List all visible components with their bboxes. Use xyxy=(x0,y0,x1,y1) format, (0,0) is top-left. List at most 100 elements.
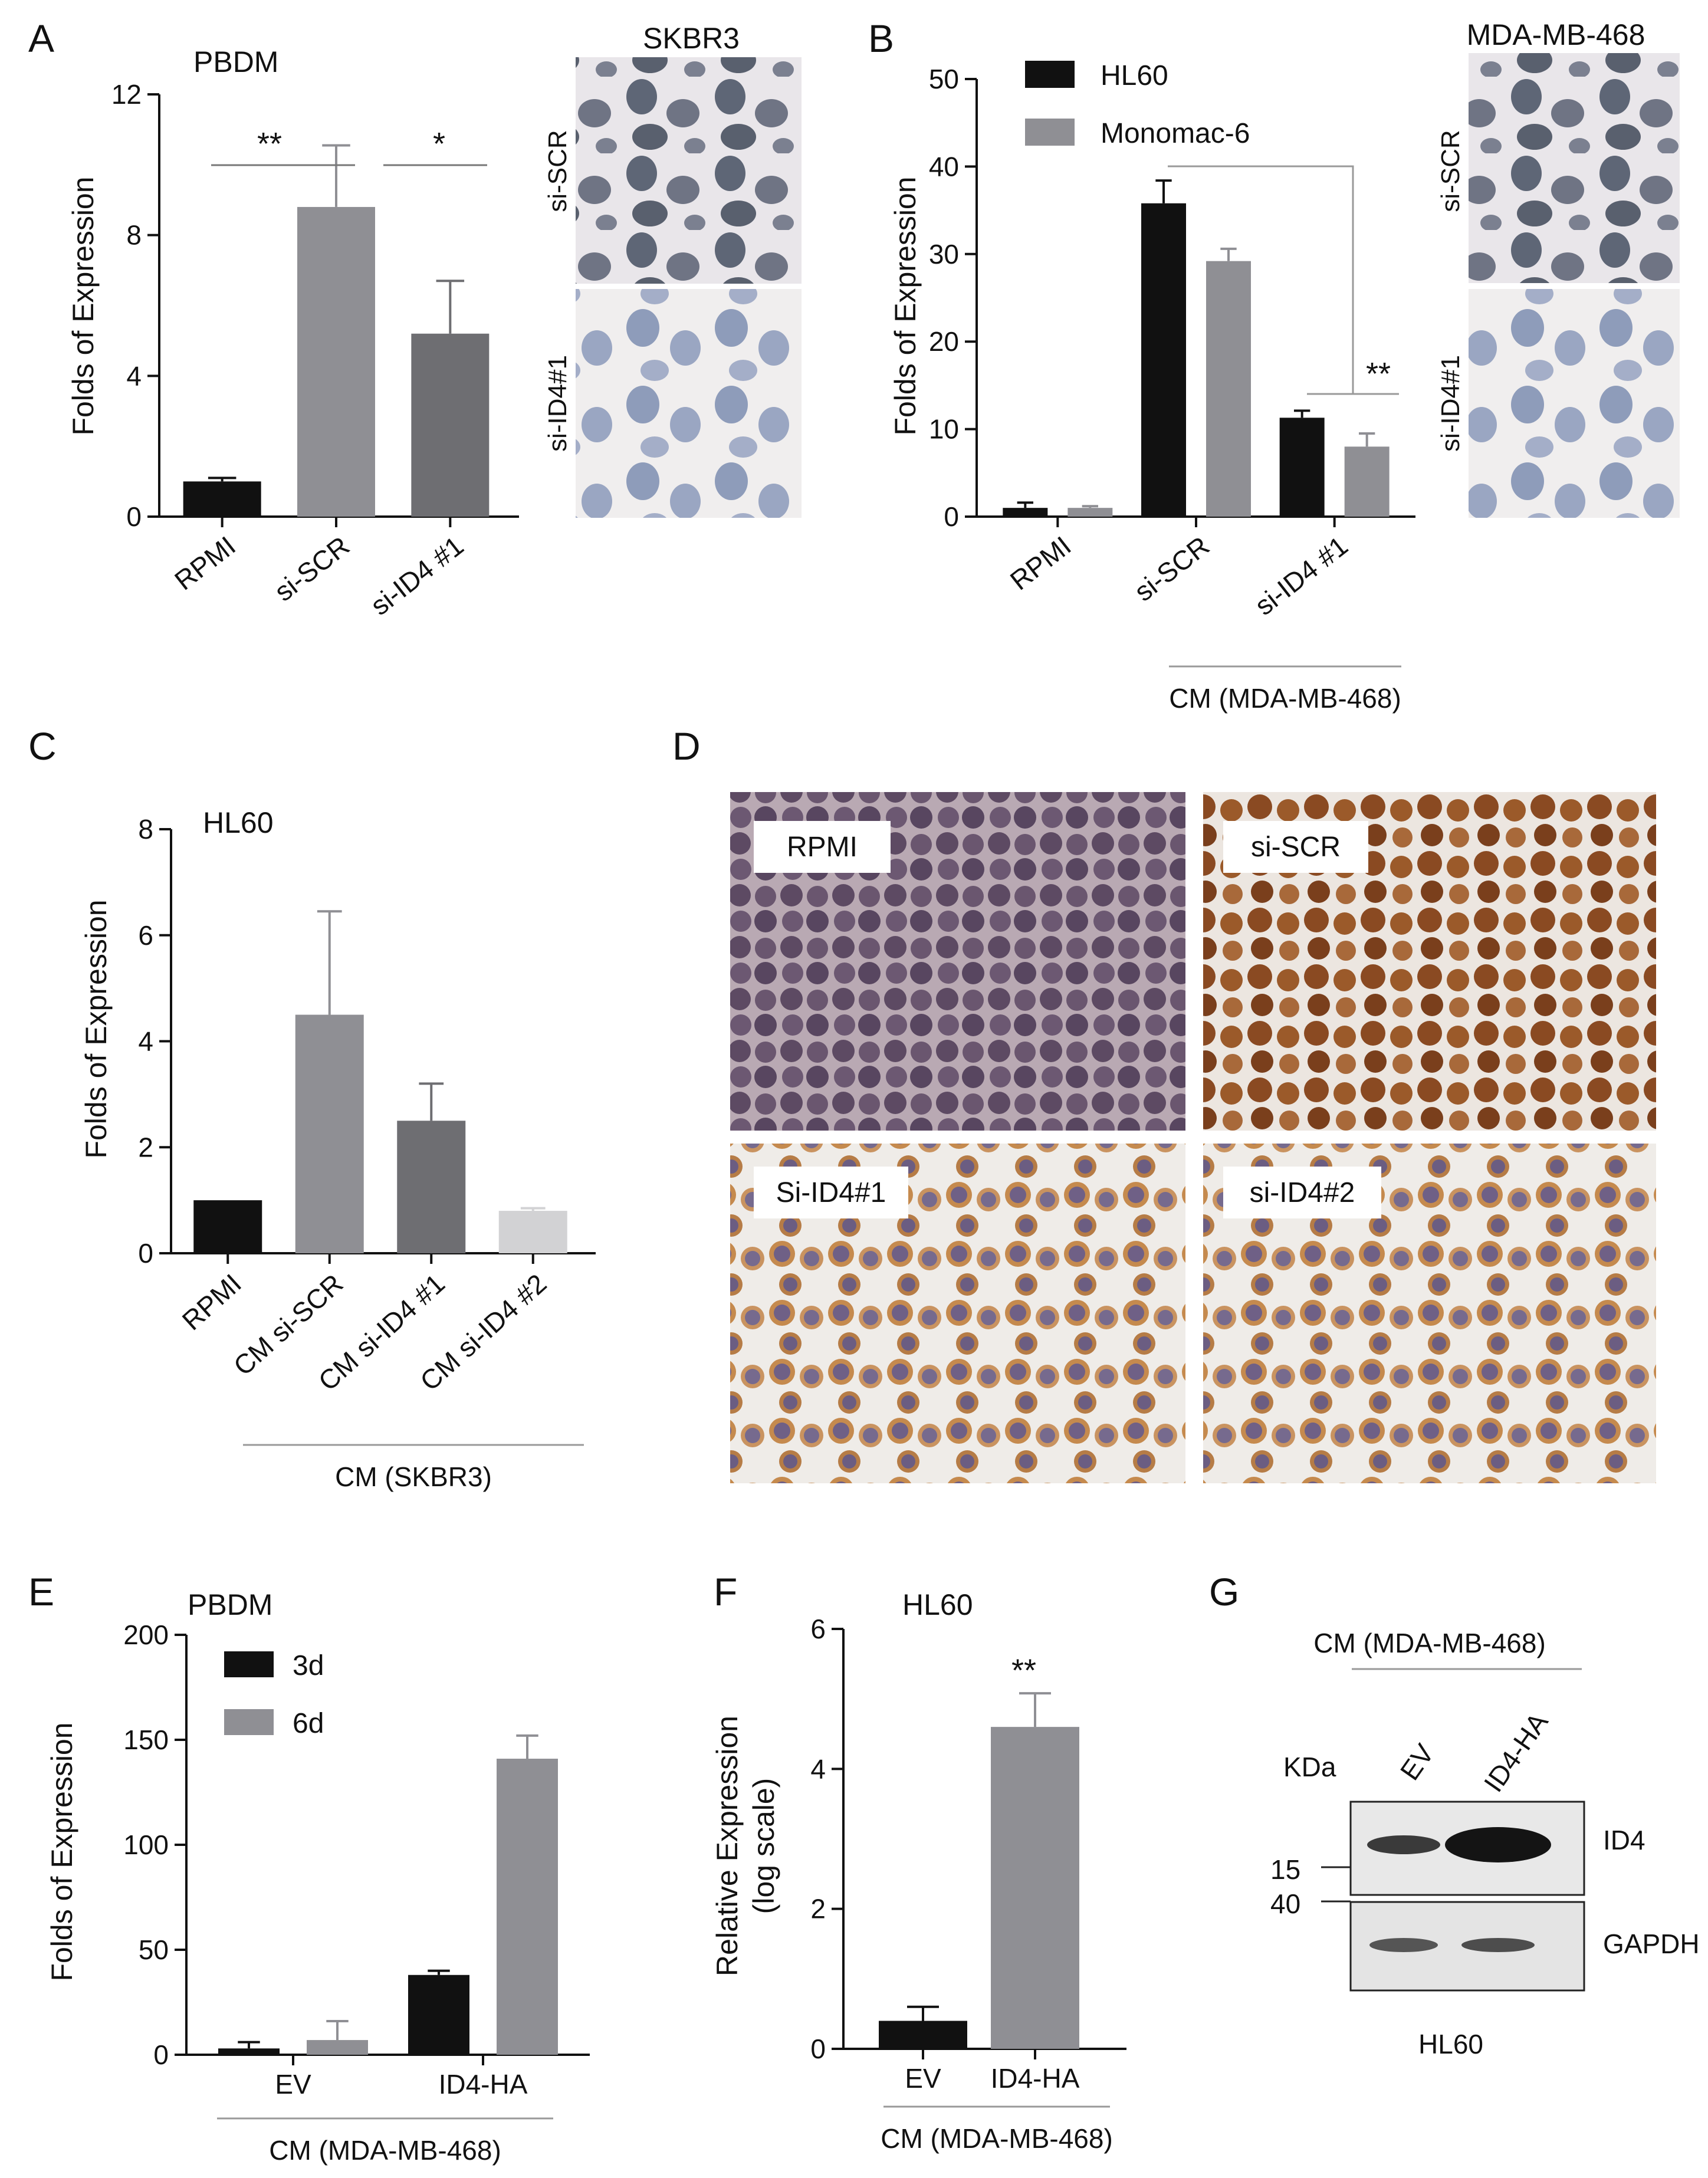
chartA-bar-si-id4-1 xyxy=(411,333,490,517)
chartC-ytick-label-4: 4 xyxy=(138,1026,153,1057)
chartE-group-label: CM (MDA-MB-468) xyxy=(269,2135,501,2166)
chartF-bar-ev xyxy=(879,2021,967,2049)
panel-b: B Folds of Expression 0 10 20 30 40 50 RPMI si-… xyxy=(868,17,1680,714)
wb-lane-ev: EV xyxy=(1394,1738,1440,1785)
chartB-xcat-si-scr: si-SCR xyxy=(1128,530,1215,607)
chartE-bar-ev-3d xyxy=(218,2048,280,2055)
chartC-bar-rpmi xyxy=(193,1200,262,1253)
label-box-d-rpmi xyxy=(754,821,891,873)
chartB-xcat-si-id4-1: si-ID4 #1 xyxy=(1249,530,1354,621)
wb-band-id4-id4-ha xyxy=(1445,1827,1551,1862)
chart-e: 0 50 100 150 200 EV ID4-HA CM (MDA-MB-468) xyxy=(123,1619,590,2166)
chartA-xcat-si-id4-1: si-ID4 #1 xyxy=(364,530,469,621)
chartF-xcat-ev: EV xyxy=(905,2063,941,2094)
legend-e-label-3d: 3d xyxy=(293,1650,324,1681)
micro-a-label-si-id4-1: si-ID4#1 xyxy=(543,355,572,452)
legend-b-label-monomac6: Monomac-6 xyxy=(1101,118,1250,149)
chartB-group-label: CM (MDA-MB-468) xyxy=(1169,683,1401,714)
chartF-ytick-label-0: 0 xyxy=(810,2034,826,2064)
wb-kda-label: KDa xyxy=(1283,1752,1336,1782)
wb-band-label-id4: ID4 xyxy=(1603,1825,1645,1855)
chartF-ytick-label-6: 6 xyxy=(810,1614,826,1644)
micro-b-label-si-scr: si-SCR xyxy=(1436,130,1465,212)
label-box-d-si-scr xyxy=(1223,821,1368,873)
chartE-ytick-label-0: 0 xyxy=(153,2039,169,2070)
chartA-ytick-label-4: 4 xyxy=(126,360,142,391)
chartA-ytick-label-0: 0 xyxy=(126,501,142,532)
chartE-xcat-ev: EV xyxy=(275,2069,311,2100)
chartB-bar-rpmi-hl60 xyxy=(1003,508,1048,517)
chartB-bar-si-id4-1-monomac-6 xyxy=(1344,446,1390,517)
legend-e-swatch-6d xyxy=(224,1709,274,1735)
micrograph-a-si-id4-1 xyxy=(576,289,802,518)
chartA-sig-2: * xyxy=(433,126,445,162)
wb-band-gapdh-ev xyxy=(1369,1938,1438,1952)
panel-d: D RPMI si-SCR Si-ID4#1 si-ID4#2 xyxy=(672,724,1656,1483)
chartA-bar-rpmi xyxy=(183,481,261,517)
legend-e-swatch-3d xyxy=(224,1651,274,1677)
chartB-bar-rpmi-monomac-6 xyxy=(1068,508,1113,517)
chartF-bar-id4-ha xyxy=(991,1727,1079,2049)
chartF-ytick-label-2: 2 xyxy=(810,1894,826,1924)
chart-e-title: PBDM xyxy=(188,1588,272,1621)
chartC-ytick-label-0: 0 xyxy=(138,1238,153,1269)
label-d-si-scr: si-SCR xyxy=(1251,832,1341,863)
label-box-d-si-id4-2 xyxy=(1223,1167,1381,1218)
legend-e-label-6d: 6d xyxy=(293,1708,324,1739)
chartE-bar-id4-ha-6d xyxy=(497,1759,558,2055)
chartA-xcat-rpmi: RPMI xyxy=(169,530,241,596)
panel-letter-f: F xyxy=(714,1570,737,1614)
micrograph-a-si-scr xyxy=(576,57,802,284)
legend-b-swatch-hl60 xyxy=(1025,61,1075,88)
chartA-xcat-si-scr: si-SCR xyxy=(268,530,355,607)
micrograph-b-si-id4-1 xyxy=(1469,289,1680,518)
chartB-ytick-label-40: 40 xyxy=(929,151,959,182)
chartB-bar-si-scr-monomac-6 xyxy=(1206,261,1251,517)
chart-a-ylabel: Folds of Expression xyxy=(67,176,100,435)
chart-f-title: HL60 xyxy=(902,1588,973,1621)
chartA-ytick-label-12: 12 xyxy=(111,79,142,110)
chartA-bar-si-scr xyxy=(297,206,375,517)
chart-c-ylabel: Folds of Expression xyxy=(80,899,113,1158)
wb-lane-id4-ha: ID4-HA xyxy=(1478,1707,1554,1798)
chartB-ytick-label-10: 10 xyxy=(929,414,959,445)
micro-b-title: MDA-MB-468 xyxy=(1467,18,1645,51)
panel-g: G CM (MDA-MB-468) KDa EV ID4-HA 15 40 ID… xyxy=(1209,1570,1700,2059)
panel-letter-c: C xyxy=(28,724,57,768)
panel-e: E PBDM Folds of Expression 0 50 100 150 200 E… xyxy=(28,1570,590,2166)
wb-marker-15: 15 xyxy=(1270,1854,1300,1885)
chartB-ytick-label-30: 30 xyxy=(929,239,959,270)
legend-b-label-hl60: HL60 xyxy=(1101,60,1168,91)
chart-e-ylabel: Folds of Expression xyxy=(45,1722,78,1981)
chartC-xcat-rpmi: RPMI xyxy=(176,1268,247,1336)
wb-group-label: CM (MDA-MB-468) xyxy=(1313,1628,1546,1658)
chartE-ytick-label-100: 100 xyxy=(123,1829,169,1860)
panel-letter-d: D xyxy=(672,724,701,768)
chartC-ytick-label-8: 8 xyxy=(138,814,153,845)
chartB-bar-si-scr-hl60 xyxy=(1141,203,1186,517)
chartE-ytick-label-150: 150 xyxy=(123,1724,169,1755)
chartB-sig-1: ** xyxy=(1366,356,1391,392)
chartB-ytick-label-0: 0 xyxy=(944,501,959,532)
chartB-bracket-top xyxy=(1168,165,1354,394)
wb-marker-40: 40 xyxy=(1270,1888,1300,1919)
chartE-xcat-id4-ha: ID4-HA xyxy=(439,2069,528,2100)
chart-a-title: PBDM xyxy=(193,45,278,78)
chartC-bar-cm-si-scr xyxy=(295,1014,364,1253)
chartE-ytick-label-50: 50 xyxy=(139,1934,169,1965)
wb-band-label-gapdh: GAPDH xyxy=(1603,1929,1700,1959)
wb-cell-line: HL60 xyxy=(1418,2029,1483,2059)
chartF-sig-1: ** xyxy=(1011,1653,1036,1688)
chartE-bar-ev-6d xyxy=(307,2040,368,2055)
panel-a: A PBDM Folds of Expression 0 4 8 12 RPMI si-S… xyxy=(28,17,802,621)
chart-f-ylabel-line2: (log scale) xyxy=(747,1778,780,1914)
chartF-group-label: CM (MDA-MB-468) xyxy=(881,2123,1113,2154)
panel-letter-b: B xyxy=(868,17,894,60)
chartB-ytick-label-20: 20 xyxy=(929,326,959,357)
chart-c-title: HL60 xyxy=(203,806,274,839)
label-d-si-id4-2: si-ID4#2 xyxy=(1250,1177,1355,1208)
micro-a-title: SKBR3 xyxy=(643,22,740,55)
